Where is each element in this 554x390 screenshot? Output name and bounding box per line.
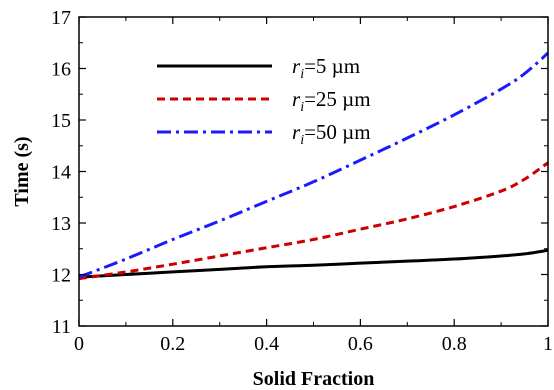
legend-label-1: ri=25 µm <box>292 87 371 115</box>
y-axis-title: Time (s) <box>11 136 33 206</box>
y-tick-label: 12 <box>51 265 71 287</box>
series-layer <box>78 51 549 281</box>
legend: ri=5 µm ri=25 µm ri=50 µm <box>157 54 371 148</box>
series-line-1 <box>78 161 549 281</box>
y-tick-label: 13 <box>51 213 71 235</box>
x-tick-label: 0.2 <box>160 333 185 355</box>
x-tick-label: 1 <box>543 333 553 355</box>
series-line-2 <box>78 51 549 279</box>
series-line-0 <box>78 248 549 279</box>
x-axis-title: Solid Fraction <box>253 368 375 390</box>
x-tick-label: 0.6 <box>348 333 373 355</box>
x-tick-label: 0 <box>74 333 84 355</box>
y-tick-label: 16 <box>51 59 71 81</box>
y-tick-label: 11 <box>52 316 71 338</box>
legend-label-0: ri=5 µm <box>292 54 360 82</box>
x-tick-label: 0.8 <box>442 333 467 355</box>
y-tick-label: 14 <box>51 162 71 184</box>
y-tick-label: 15 <box>51 110 71 132</box>
x-tick-label: 0.4 <box>254 333 279 355</box>
y-tick-label: 17 <box>51 7 71 29</box>
legend-label-2: ri=50 µm <box>292 120 371 148</box>
